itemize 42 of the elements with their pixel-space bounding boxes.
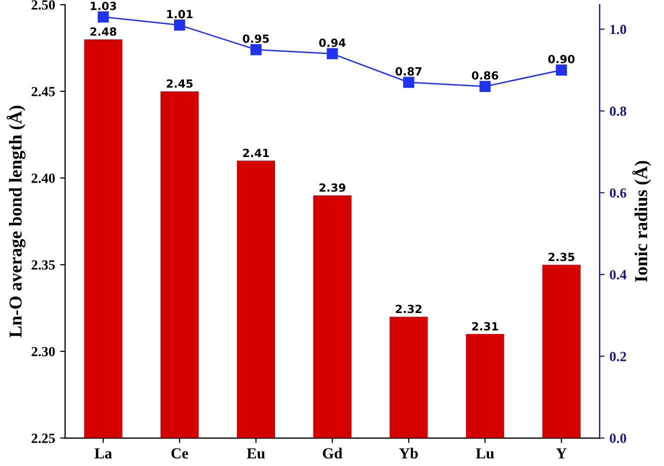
point	[174, 20, 186, 31]
y-tick-label: 2.50	[32, 0, 55, 10]
point	[556, 64, 567, 76]
y-tick-label: 2.35	[32, 260, 55, 270]
data-label: 0.90	[548, 54, 575, 64]
y-tick-label: 2.40	[32, 174, 55, 184]
data-label: 1.01	[167, 10, 193, 18]
data-label: 0.87	[396, 67, 422, 76]
y2-tick-label: 0.0	[610, 434, 626, 444]
data-label: 2.48	[90, 27, 116, 36]
data-label: 1.03	[90, 2, 116, 10]
data-label: 2.31	[472, 322, 498, 330]
y-tick-label: 2.25	[32, 434, 55, 444]
x-tick-label: Yb	[399, 448, 418, 459]
data-label: 0.95	[242, 34, 269, 43]
y2-tick-label: 0.8	[610, 106, 626, 116]
y-tick-label: 2.30	[32, 346, 55, 356]
x-tick-label: La	[94, 448, 112, 459]
data-label: 2.41	[243, 148, 269, 157]
x-tick-label: Ce	[171, 448, 188, 459]
point	[403, 76, 414, 88]
y2-tick-label: 0.4	[610, 270, 626, 280]
point	[326, 48, 338, 60]
y2-tick-label: 1.0	[610, 24, 626, 34]
y-tick-label: 2.45	[32, 86, 55, 96]
data-label: 2.35	[548, 252, 574, 262]
x-tick-label: Eu	[246, 448, 265, 459]
data-label: 2.39	[320, 183, 346, 192]
y2-tick-label: 0.2	[610, 352, 626, 362]
data-label: 0.86	[472, 71, 498, 80]
x-tick-label: Gd	[322, 448, 342, 459]
data-label: 2.32	[396, 304, 422, 314]
point	[98, 11, 109, 22]
x-tick-label: Lu	[476, 448, 494, 459]
data-label: 0.94	[319, 38, 346, 47]
y2-tick-label: 0.6	[610, 188, 626, 198]
point	[250, 44, 262, 56]
data-label: 2.45	[166, 79, 193, 88]
x-tick-label: Y	[556, 448, 567, 458]
y-axis-title: Ln-O average bond length (Å)	[6, 106, 26, 338]
y2-axis-title: Ionic radius (Å)	[632, 160, 651, 282]
point	[479, 80, 491, 92]
